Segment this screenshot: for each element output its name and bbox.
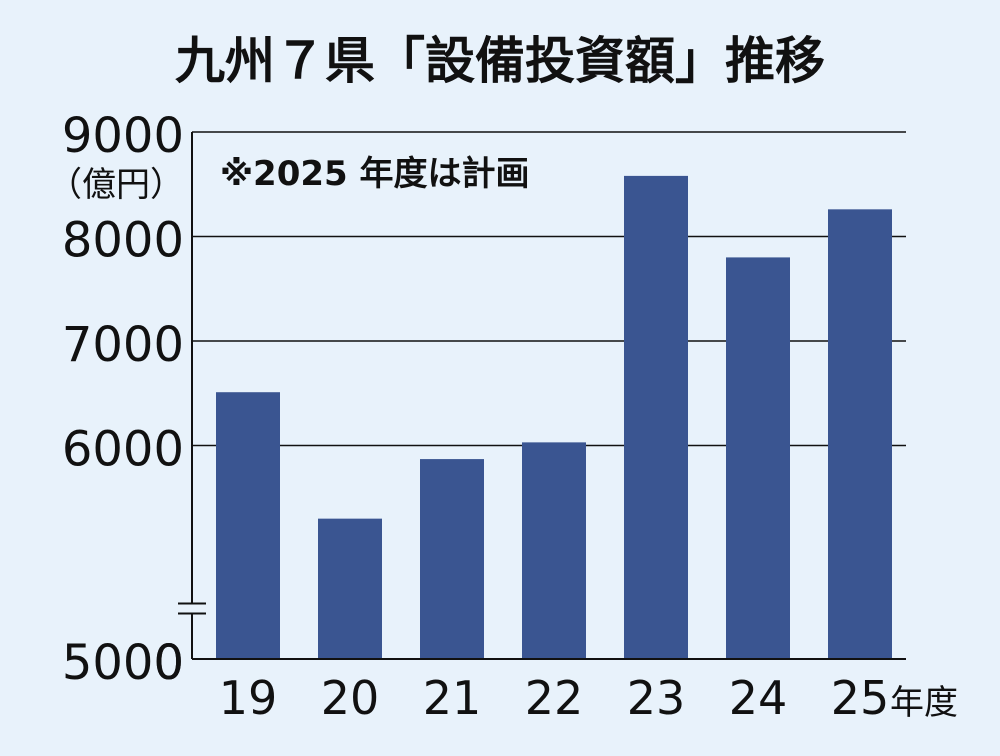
x-tick-label-21: 21 xyxy=(423,671,482,725)
axis-layer xyxy=(176,132,906,660)
bar-24 xyxy=(726,257,790,659)
x-tick-label-23: 23 xyxy=(627,671,686,725)
x-axis-unit-label: 年度 xyxy=(890,683,958,723)
x-tick-label-25: 25 xyxy=(831,671,890,725)
chart-note: ※2025 年度は計画 xyxy=(220,154,530,194)
x-tick-label-19: 19 xyxy=(219,671,278,725)
y-tick-label-5000: 5000 xyxy=(62,635,184,691)
bar-23 xyxy=(624,175,688,659)
x-tick-label-22: 22 xyxy=(525,671,584,725)
bar-25 xyxy=(828,209,892,659)
y-tick-label-9000: 9000 xyxy=(62,108,184,164)
y-tick-label-0: 0 xyxy=(153,635,184,691)
axis-break-mark xyxy=(176,602,208,615)
y-tick-label-8000: 8000 xyxy=(62,213,184,269)
x-tick-label-24: 24 xyxy=(729,671,788,725)
bar-20 xyxy=(318,518,382,659)
y-axis-unit-label: （億円） xyxy=(48,165,184,205)
bars-layer xyxy=(216,175,892,659)
chart-title: 九州７県「設備投資額」推移 xyxy=(175,32,825,90)
y-tick-label-6000: 6000 xyxy=(62,422,184,478)
x-tick-label-20: 20 xyxy=(321,671,380,725)
bar-19 xyxy=(216,392,280,659)
y-tick-label-7000: 7000 xyxy=(62,317,184,373)
bar-21 xyxy=(420,459,484,659)
bar-22 xyxy=(522,442,586,659)
